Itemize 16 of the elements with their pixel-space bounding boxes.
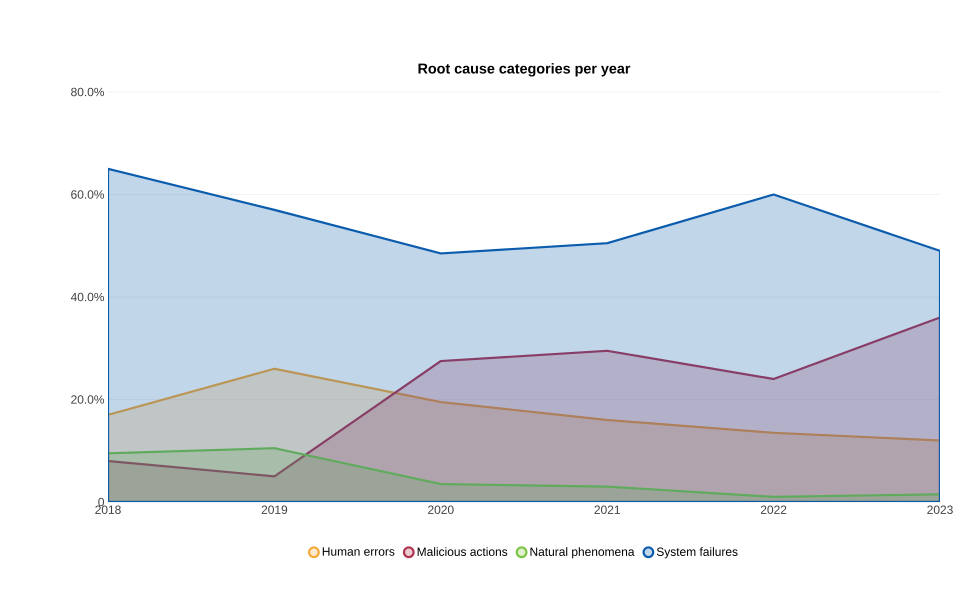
legend-label: Malicious actions <box>418 547 508 556</box>
x-tick-label: 2022 <box>760 506 786 514</box>
legend-label: Natural phenomena <box>530 547 634 558</box>
x-tick-label: 2019 <box>262 506 288 514</box>
y-tick-label: 60.0% <box>71 190 104 199</box>
legend-label: Human errors <box>322 547 394 556</box>
y-tick-label: 80.0% <box>71 88 104 96</box>
x-tick-label: 2021 <box>594 506 620 514</box>
y-tick-label: 40.0% <box>70 292 104 302</box>
x-tick-label: 2023 <box>927 506 953 514</box>
y-tick-label: 0 <box>98 498 104 506</box>
legend-label: System failures <box>656 547 738 558</box>
x-tick-label: 2020 <box>428 506 454 514</box>
x-tick-label: 2018 <box>95 506 121 514</box>
chart-title: Root cause categories per year <box>418 63 630 77</box>
y-tick-label: 20.0% <box>71 395 104 404</box>
